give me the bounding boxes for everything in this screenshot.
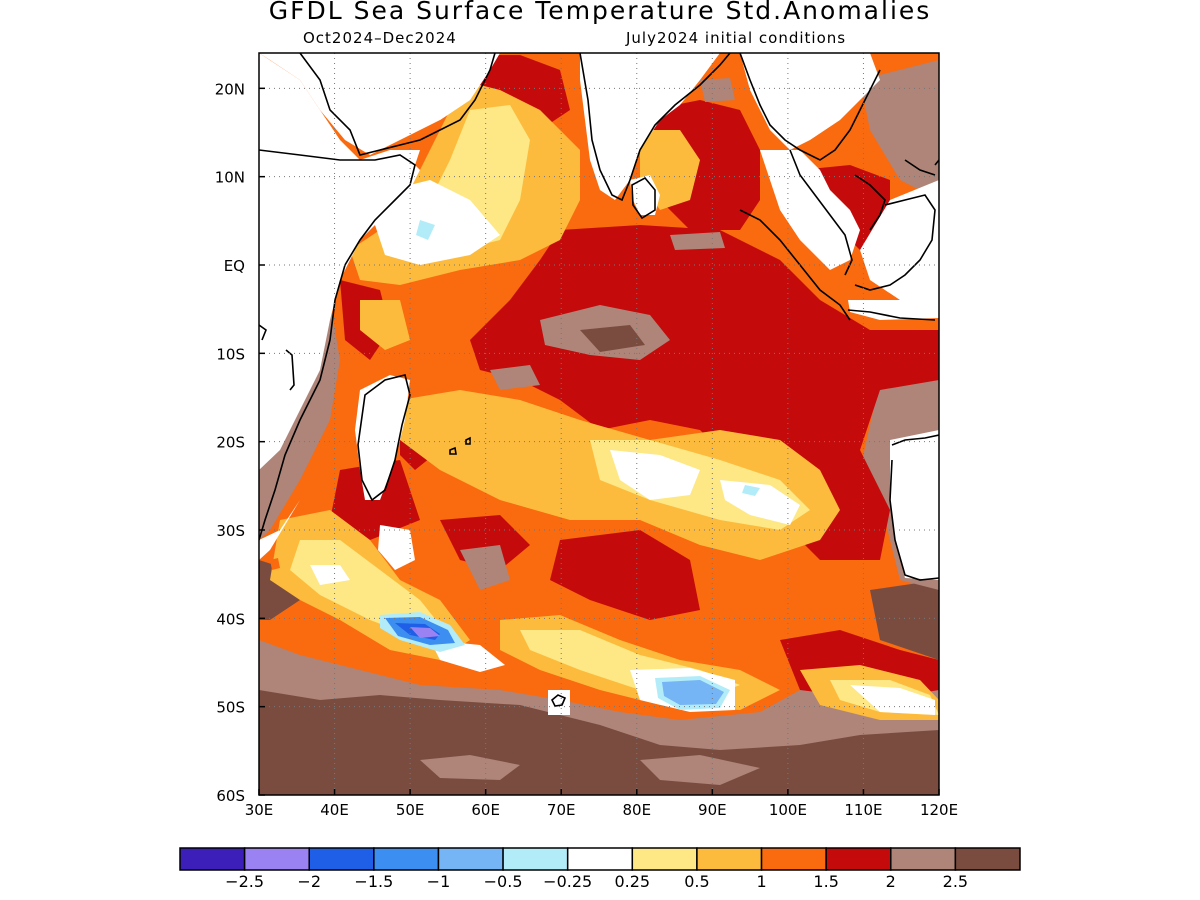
- subtitle-period: Oct2024–Dec2024: [303, 29, 457, 47]
- subtitle-initial-conditions: July2024 initial conditions: [626, 29, 847, 47]
- colorbar-swatch: [502, 847, 569, 871]
- colorbar-swatch: [566, 847, 634, 871]
- colorbar-label: −2: [297, 872, 321, 891]
- map-title: GFDL Sea Surface Temperature Std.Anomali…: [268, 0, 932, 25]
- lat-tick-label: 60S: [216, 787, 245, 805]
- coastlines: [259, 53, 939, 707]
- colorbar-label: −1: [427, 872, 451, 891]
- lat-tick-label: 20N: [215, 80, 245, 98]
- lat-tick-label: 10N: [215, 169, 245, 187]
- lat-tick-label: 50S: [216, 699, 245, 717]
- colorbar-swatch: [437, 847, 504, 871]
- lon-tick-label: 110E: [844, 801, 882, 819]
- colorbar-swatch: [825, 847, 892, 871]
- colorbar-swatch: [179, 847, 246, 871]
- lon-tick-label: 80E: [622, 801, 651, 819]
- colorbar-label: 0.5: [684, 872, 709, 891]
- colorbar-label: 2.5: [943, 872, 968, 891]
- colorbar: [179, 847, 1021, 871]
- colorbar-label: 1.5: [813, 872, 838, 891]
- colorbar-swatch: [760, 847, 827, 871]
- lat-tick-label: EQ: [224, 257, 245, 275]
- lon-tick-label: 40E: [320, 801, 349, 819]
- sst-anomaly-field: [259, 53, 939, 795]
- lat-tick-label: 40S: [216, 610, 245, 628]
- colorbar-swatch: [954, 847, 1021, 871]
- lon-tick-label: 30E: [245, 801, 274, 819]
- colorbar-label: −0.25: [543, 872, 592, 891]
- colorbar-labels: −2.5 −2 −1.5 −1 −0.5 −0.25 0.25 0.5 1 1.5 2 2.5: [225, 872, 968, 891]
- lat-tick-label: 20S: [216, 434, 245, 452]
- latitude-axis-labels: 20N 10N EQ 10S 20S 30S 40S 50S 60S: [215, 80, 245, 805]
- lon-tick-label: 60E: [471, 801, 500, 819]
- axis-ticks: [258, 87, 940, 796]
- colorbar-label: −0.5: [484, 872, 523, 891]
- map-grid: [259, 53, 939, 795]
- colorbar-swatch: [696, 847, 763, 871]
- colorbar-swatch: [308, 847, 375, 871]
- colorbar-label: −1.5: [354, 872, 393, 891]
- colorbar-swatch: [373, 847, 440, 871]
- lon-tick-label: 120E: [920, 801, 958, 819]
- lon-tick-label: 50E: [396, 801, 425, 819]
- colorbar-label: −2.5: [225, 872, 264, 891]
- colorbar-swatch: [243, 847, 310, 871]
- longitude-axis-labels: 30E 40E 50E 60E 70E 80E 90E 100E 110E 120E: [245, 801, 958, 819]
- lon-tick-label: 90E: [698, 801, 727, 819]
- colorbar-swatch: [890, 847, 957, 871]
- colorbar-label: 0.25: [614, 872, 650, 891]
- map-frame: [258, 52, 940, 796]
- colorbar-swatch: [631, 847, 698, 871]
- lat-tick-label: 30S: [216, 522, 245, 540]
- colorbar-label: 2: [886, 872, 896, 891]
- lat-tick-label: 10S: [216, 345, 245, 363]
- colorbar-label: 1: [756, 872, 766, 891]
- lon-tick-label: 70E: [547, 801, 576, 819]
- lon-tick-label: 100E: [769, 801, 807, 819]
